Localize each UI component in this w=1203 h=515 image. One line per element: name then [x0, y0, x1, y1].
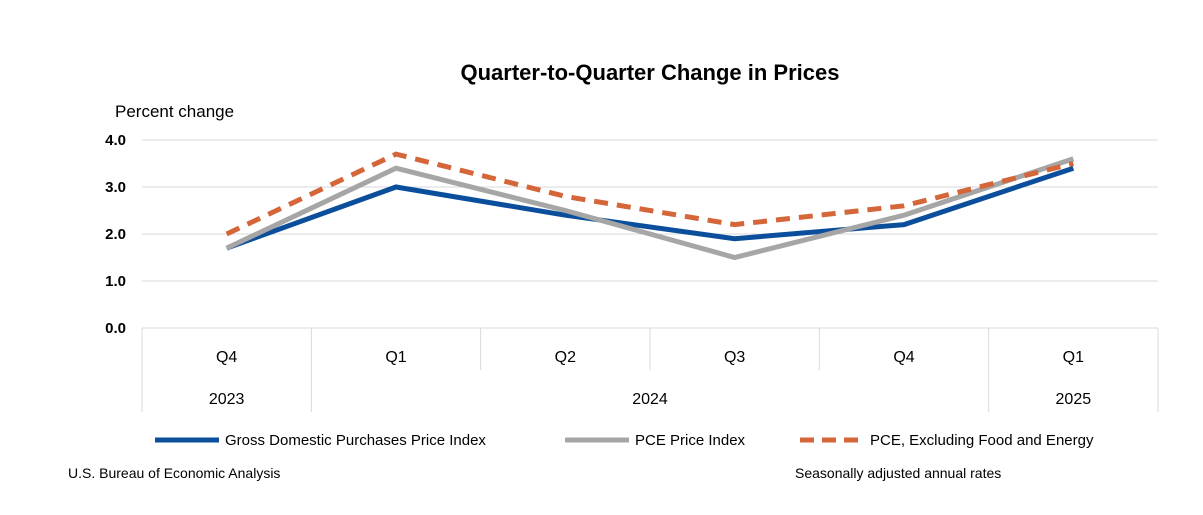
x-tick-label: Q3 — [724, 349, 745, 366]
x-tick-label: Q2 — [555, 349, 576, 366]
y-tick-label: 0.0 — [105, 320, 126, 337]
y-tick-label: 1.0 — [105, 273, 126, 290]
series-line-3 — [225, 151, 1074, 237]
x-tick-label: Q4 — [893, 349, 914, 366]
year-label: 2024 — [632, 391, 668, 408]
x-tick-label: Q1 — [1063, 349, 1084, 366]
series-line-1 — [225, 165, 1075, 251]
series-line-2 — [225, 156, 1075, 261]
chart-title: Quarter-to-Quarter Change in Prices — [461, 60, 840, 85]
y-ticks: 0.0 1.0 2.0 3.0 4.0 — [105, 132, 126, 337]
legend-label: Gross Domestic Purchases Price Index — [225, 432, 486, 449]
y-tick-label: 2.0 — [105, 226, 126, 243]
category-axis: Q4 Q1 Q2 Q3 Q4 Q1 2023 2024 2025 — [141, 328, 1159, 412]
y-tick-label: 3.0 — [105, 179, 126, 196]
year-label: 2023 — [209, 391, 245, 408]
seasonal-note: Seasonally adjusted annual rates — [795, 465, 1001, 481]
legend: Gross Domestic Purchases Price Index PCE … — [155, 432, 1094, 449]
legend-label: PCE, Excluding Food and Energy — [870, 432, 1094, 449]
series-lines — [225, 151, 1075, 261]
legend-label: PCE Price Index — [635, 432, 746, 449]
source-note: U.S. Bureau of Economic Analysis — [68, 465, 280, 481]
year-label: 2025 — [1056, 391, 1092, 408]
y-axis-label: Percent change — [115, 102, 234, 121]
x-tick-label: Q4 — [216, 349, 237, 366]
x-tick-label: Q1 — [385, 349, 406, 366]
y-tick-label: 4.0 — [105, 132, 126, 149]
